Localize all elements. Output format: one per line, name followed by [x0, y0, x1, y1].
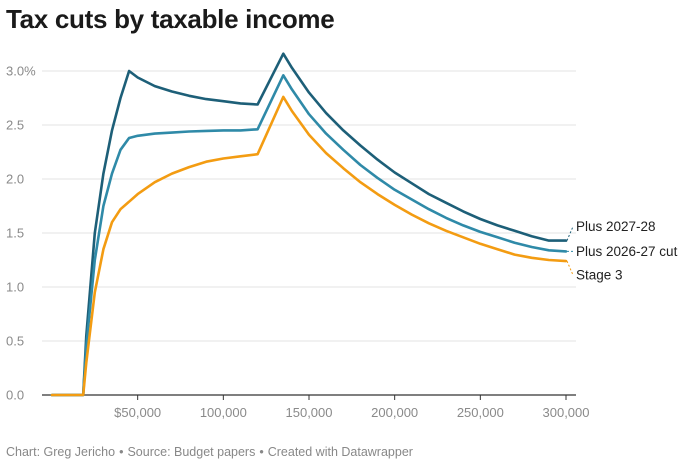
series-line — [50, 52, 568, 397]
gridlines — [42, 70, 576, 342]
y-tick-label: 3.0% — [6, 64, 36, 79]
footer-source: Source: Budget papers — [127, 445, 256, 459]
series-line — [50, 74, 568, 397]
series-line — [50, 95, 568, 397]
series-labels: Plus 2027-28 Plus 2026-27 cut Stage 3 — [576, 219, 678, 283]
footer-chart-credit: Chart: Greg Jericho — [6, 445, 116, 459]
series-label: Stage 3 — [576, 268, 623, 283]
x-tick-label: 150,000 — [286, 405, 333, 420]
chart-footer: Chart: Greg Jericho • Source: Budget paper… — [6, 445, 413, 459]
y-tick-label: 0.5 — [6, 334, 24, 349]
series-lines — [50, 52, 574, 397]
y-tick-label: 2.0 — [6, 172, 24, 187]
series-label: Plus 2026-27 cut — [576, 244, 678, 259]
footer-created-with: Created with Datawrapper — [267, 445, 413, 459]
series-label-leader — [566, 260, 574, 276]
y-axis-ticks: 0.0 0.5 1.0 1.5 2.0 2.5 3.0% — [6, 64, 36, 403]
footer-separator: • — [119, 445, 124, 459]
x-tick-label: 200,000 — [371, 405, 418, 420]
y-tick-label: 1.0 — [6, 280, 24, 295]
x-tick-label: 100,000 — [200, 405, 247, 420]
y-tick-label: 0.0 — [6, 388, 24, 403]
x-tick-label: $50,000 — [114, 405, 161, 420]
y-tick-label: 2.5 — [6, 118, 24, 133]
footer-separator: • — [259, 445, 264, 459]
series-label-leader — [566, 226, 574, 241]
y-tick-label: 1.5 — [6, 226, 24, 241]
series-label: Plus 2027-28 — [576, 219, 656, 234]
chart-title: Tax cuts by taxable income — [6, 4, 335, 34]
x-axis-ticks: $50,000 100,000 150,000 200,000 250,000 300,0… — [114, 395, 590, 420]
x-tick-label: 300,000 — [543, 405, 590, 420]
x-tick-label: 250,000 — [457, 405, 504, 420]
